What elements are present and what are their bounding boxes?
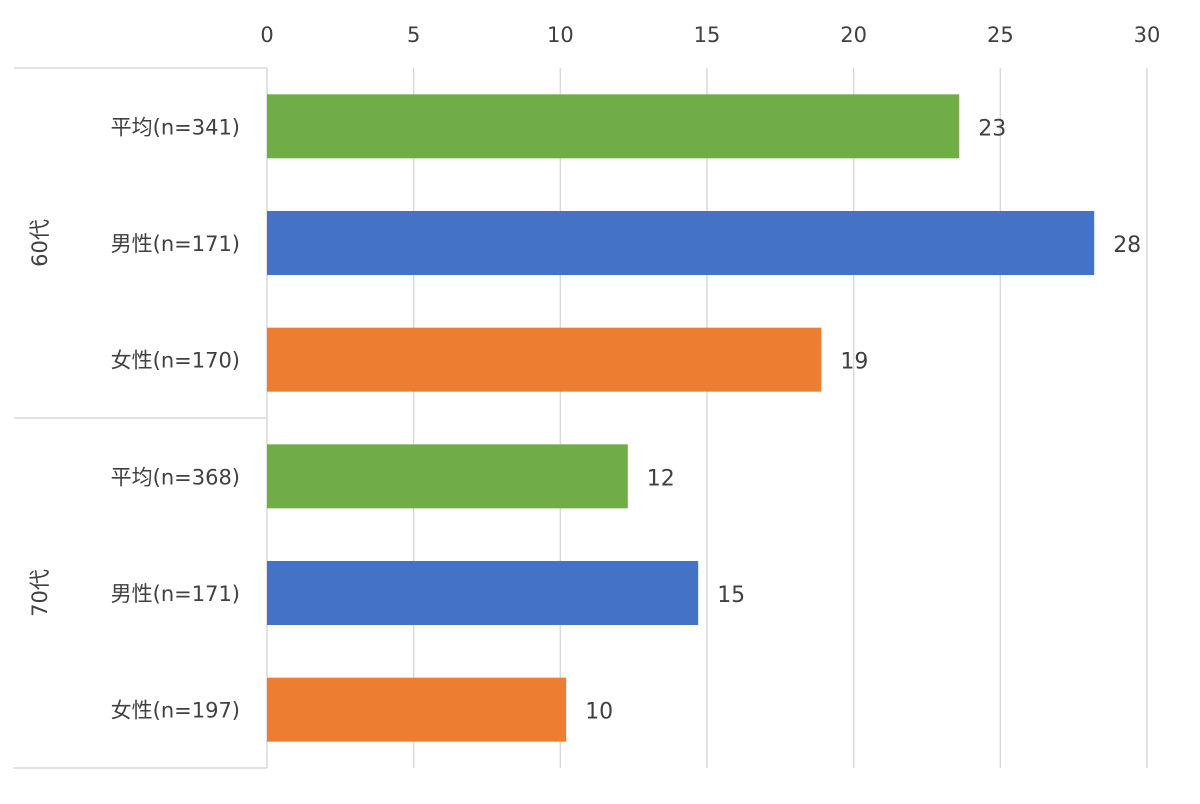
gridlines	[412, 68, 1148, 768]
x-tick-label-20: 20	[840, 23, 867, 47]
axes: 0 5 10 15 20 25 30	[14, 23, 1161, 769]
category-label-1-0: 平均(n=368)	[111, 465, 240, 489]
bar-1-2	[267, 677, 567, 742]
category-label-0-2: 女性(n=170)	[111, 349, 240, 373]
bar-1-0	[267, 444, 628, 509]
bar-0-0	[267, 94, 960, 159]
bars	[267, 94, 1095, 742]
x-tick-label-30: 30	[1134, 23, 1161, 47]
category-label-0-1: 男性(n=171)	[111, 232, 240, 256]
group-label-0: 60代	[28, 219, 52, 267]
data-label-1-1: 15	[717, 583, 745, 608]
category-label-0-0: 平均(n=341)	[111, 115, 240, 139]
data-label-0-0: 23	[978, 116, 1006, 141]
x-tick-label-25: 25	[987, 23, 1014, 47]
bar-1-1	[267, 561, 699, 625]
bar-0-1	[267, 211, 1095, 275]
x-tick-label-15: 15	[694, 23, 721, 47]
x-tick-label-0: 0	[260, 23, 273, 47]
category-label-1-1: 男性(n=171)	[111, 582, 240, 606]
bar-0-2	[267, 327, 822, 392]
data-label-1-0: 12	[647, 466, 675, 491]
data-label-1-2: 10	[585, 700, 613, 725]
group-label-1: 70代	[28, 569, 52, 617]
x-tick-label-5: 5	[407, 23, 420, 47]
data-label-0-2: 19	[840, 350, 868, 375]
category-label-1-2: 女性(n=197)	[111, 699, 240, 723]
data-label-0-1: 28	[1113, 233, 1141, 258]
labels: 平均(n=341) 23 男性(n=171) 28 女性(n=170) 19 60代平均(n…	[28, 115, 1141, 724]
x-tick-label-10: 10	[547, 23, 574, 47]
